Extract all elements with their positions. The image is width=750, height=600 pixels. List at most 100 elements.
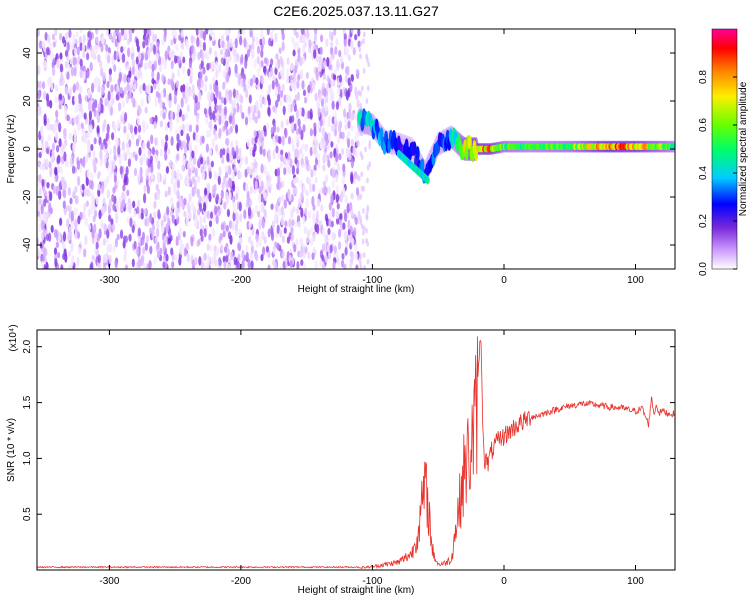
heatmap-noise-cell: [244, 58, 248, 69]
heatmap-noise-cell: [43, 119, 47, 126]
heatmap-noise-cell: [308, 164, 312, 172]
heatmap-noise-cell: [92, 45, 96, 54]
heatmap-noise-cell: [190, 34, 194, 44]
heatmap-noise-cell: [184, 95, 188, 104]
heatmap-noise-cell: [337, 136, 341, 144]
heatmap-noise-cell: [167, 186, 171, 196]
heatmap-noise-cell: [194, 95, 198, 104]
heatmap-noise-cell: [288, 95, 292, 104]
heatmap-noise-cell: [368, 143, 372, 150]
heatmap-noise-cell: [170, 60, 174, 70]
heatmap-noise-cell: [292, 49, 296, 57]
heatmap-noise-cell: [292, 187, 296, 195]
heatmap-noise-cell: [272, 245, 276, 255]
heatmap-noise-cell: [215, 259, 219, 267]
heatmap-noise-cell: [160, 90, 164, 99]
heatmap-noise-cell: [244, 116, 249, 126]
heatmap-noise-cell: [293, 243, 297, 253]
heatmap-noise-cell: [180, 97, 184, 108]
heatmap-noise-cell: [254, 180, 258, 191]
heatmap-noise-cell: [339, 131, 343, 139]
heatmap-noise-cell: [208, 233, 212, 241]
heatmap-noise-cell: [366, 204, 370, 211]
heatmap-noise-cell: [235, 53, 239, 60]
heatmap-noise-cell: [43, 246, 47, 257]
heatmap-noise-cell: [176, 133, 180, 143]
heatmap-noise-cell: [194, 144, 198, 154]
heatmap-noise-cell: [91, 228, 95, 239]
heatmap-noise-cell: [301, 55, 305, 65]
heatmap-noise-cell: [335, 184, 339, 195]
heatmap-noise-cell: [302, 262, 307, 269]
heatmap-noise-cell: [86, 70, 90, 79]
heatmap-noise-cell: [113, 144, 117, 156]
heatmap-noise-cell: [305, 71, 309, 79]
heatmap-noise-cell: [129, 217, 133, 228]
heatmap-noise-cell: [280, 154, 284, 162]
heatmap-noise-cell: [181, 42, 185, 50]
heatmap-noise-cell: [69, 230, 73, 241]
heatmap-noise-cell: [190, 44, 194, 54]
heatmap-noise-cell: [204, 83, 208, 93]
heatmap-noise-cell: [188, 124, 193, 133]
heatmap-noise-cell: [223, 106, 228, 116]
heatmap-noise-cell: [244, 156, 248, 165]
heatmap-noise-cell: [351, 237, 355, 247]
heatmap-noise-cell: [343, 33, 347, 40]
heatmap-noise-cell: [163, 62, 167, 71]
heatmap-noise-cell: [106, 189, 110, 199]
heatmap-noise-cell: [99, 157, 103, 167]
heatmap-noise-cell: [336, 62, 340, 71]
heatmap-noise-cell: [49, 41, 53, 51]
heatmap-noise-cell: [68, 29, 72, 38]
heatmap-noise-cell: [179, 246, 183, 256]
heatmap-noise-cell: [285, 93, 289, 104]
heatmap-noise-cell: [176, 153, 180, 162]
x-tick-label: -100: [362, 275, 382, 286]
heatmap-noise-cell: [37, 29, 40, 37]
heatmap-noise-cell: [70, 210, 74, 221]
heatmap-noise-cell: [70, 242, 74, 252]
heatmap-noise-cell: [225, 254, 229, 263]
heatmap-noise-cell: [55, 131, 59, 141]
heatmap-noise-cell: [255, 77, 259, 86]
heatmap-noise-cell: [274, 32, 278, 43]
heatmap-noise-cell: [137, 199, 141, 208]
heatmap-noise-cell: [236, 153, 241, 161]
heatmap-noise-cell: [78, 111, 83, 120]
heatmap-noise-cell: [347, 38, 351, 47]
heatmap-noise-cell: [108, 243, 112, 253]
heatmap-noise-cell: [87, 208, 91, 218]
heatmap-noise-cell: [113, 154, 117, 162]
x-tick-label: 100: [627, 576, 644, 587]
heatmap-noise-cell: [46, 99, 50, 107]
heatmap-noise-cell: [284, 220, 288, 227]
heatmap-noise-cell: [265, 122, 269, 130]
heatmap-noise-cell: [97, 103, 101, 113]
heatmap-noise-cell: [354, 252, 358, 261]
heatmap-noise-cell: [225, 88, 229, 98]
x-tick-label: -300: [99, 275, 119, 286]
heatmap-noise-cell: [58, 190, 62, 200]
heatmap-noise-cell: [263, 164, 267, 175]
heatmap-noise-cell: [159, 247, 163, 255]
heatmap-noise-cell: [168, 50, 172, 58]
heatmap-noise-cell: [299, 237, 303, 247]
heatmap-noise-cell: [143, 185, 147, 194]
heatmap-noise-cell: [122, 150, 126, 161]
heatmap-noise-cell: [345, 65, 349, 74]
heatmap-noise-cell: [150, 134, 154, 145]
heatmap-noise-cell: [335, 38, 339, 46]
x-tick-label: -100: [362, 576, 382, 587]
heatmap-noise-cell: [200, 156, 204, 165]
heatmap-noise-cell: [231, 115, 235, 126]
heatmap-noise-cell: [62, 242, 66, 250]
heatmap-noise-cell: [110, 84, 114, 93]
heatmap-noise-cell: [84, 155, 89, 164]
heatmap-noise-cell: [188, 193, 192, 203]
snr-y-multiplier: (x10⁴): [8, 324, 19, 351]
heatmap-noise-cell: [63, 151, 67, 162]
heatmap-noise-cell: [238, 171, 242, 180]
heatmap-noise-cell: [137, 235, 141, 244]
heatmap-noise-cell: [296, 261, 300, 269]
